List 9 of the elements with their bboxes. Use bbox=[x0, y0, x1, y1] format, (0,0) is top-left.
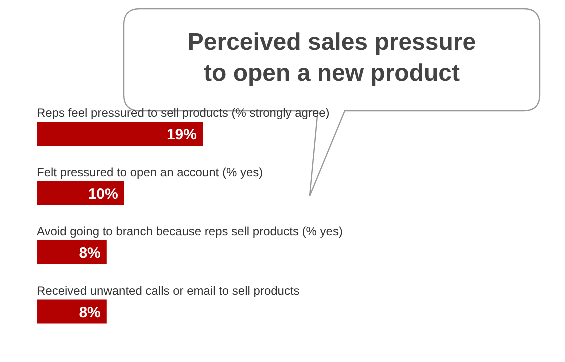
y-tick-label: Felt pressured to open an account (% yes) bbox=[37, 165, 264, 180]
data-label: 8% bbox=[79, 304, 101, 322]
data-label: 8% bbox=[79, 245, 101, 262]
y-tick-label: Avoid going to branch because reps sell products (% yes) bbox=[37, 224, 343, 238]
data-label: 10% bbox=[88, 186, 118, 203]
text: Perceived sales pressure to open a new product bbox=[188, 29, 476, 87]
y-tick-label: Received unwanted calls or email to sell products bbox=[37, 284, 300, 298]
y-tick-label: Reps feel pressured to sell products (% strongly agree) bbox=[37, 106, 330, 120]
data-label: 19% bbox=[166, 126, 197, 144]
